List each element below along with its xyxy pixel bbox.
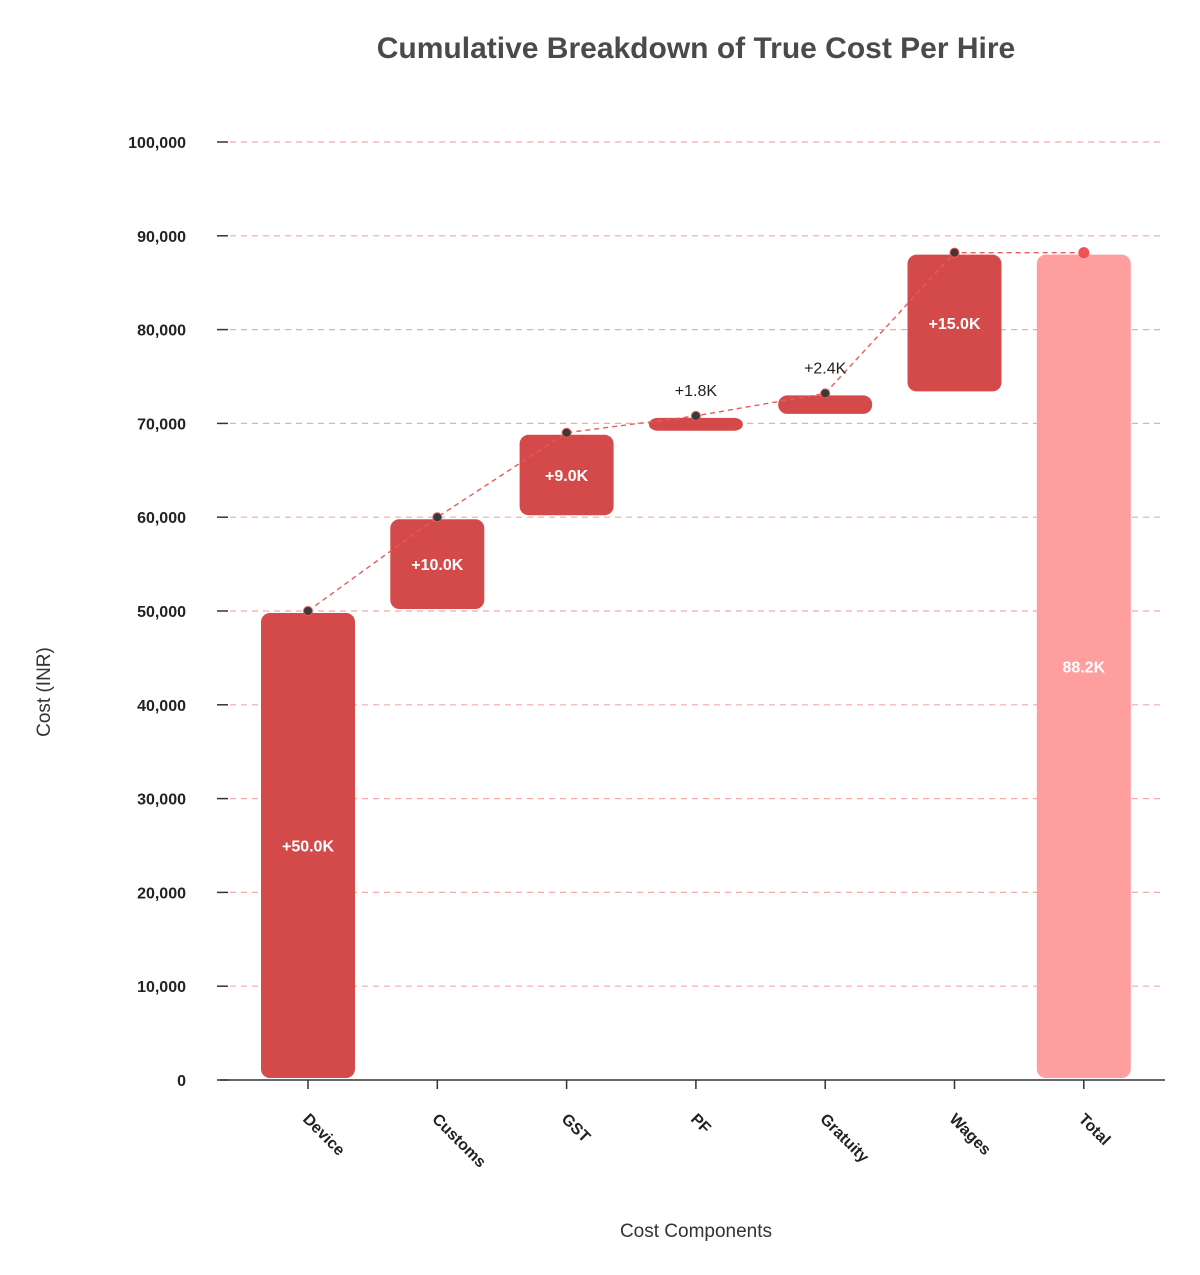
x-tick-label: Wages — [946, 1111, 994, 1159]
y-tick-label: 90,000 — [137, 229, 186, 246]
bar-pf — [648, 417, 743, 431]
x-tick-label: Customs — [428, 1111, 488, 1171]
cumulative-marker — [561, 427, 572, 438]
y-tick-label: 70,000 — [137, 416, 186, 433]
bars — [261, 254, 1131, 1078]
cumulative-marker — [690, 410, 701, 421]
bar-labels: +50.0K +10.0K +9.0K +1.8K +2.4K +15.0K 88.2K — [282, 316, 1106, 855]
bar-value-label: +1.8K — [675, 383, 718, 400]
cumulative-marker — [949, 247, 960, 258]
y-tick-label: 30,000 — [137, 792, 186, 809]
bar-gratuity — [778, 395, 873, 414]
x-tick-label: Total — [1075, 1111, 1113, 1149]
y-tick-label: 40,000 — [137, 698, 186, 715]
x-tick-label: GST — [558, 1111, 593, 1146]
y-tick-label: 80,000 — [137, 323, 186, 340]
bar-device — [261, 613, 355, 1078]
bar-customs — [390, 519, 485, 609]
x-tick-label: PF — [687, 1111, 714, 1138]
bar-value-label: +9.0K — [545, 468, 589, 485]
cumulative-marker — [432, 512, 443, 523]
bar-value-label: +10.0K — [411, 557, 463, 574]
y-tick-label: 50,000 — [137, 604, 186, 621]
cumulative-marker — [820, 388, 831, 399]
bar-wages — [907, 254, 1002, 392]
bar-value-label: +2.4K — [804, 360, 847, 377]
y-tick-label: 0 — [177, 1073, 186, 1090]
gridlines — [230, 141, 1165, 987]
x-tick-label: Gratuity — [816, 1111, 871, 1166]
x-axis-ticks: Device Customs GST PF Gratuity Wages Total — [299, 1080, 1113, 1171]
bar-value-label: +15.0K — [928, 316, 980, 333]
x-tick-label: Device — [299, 1111, 348, 1160]
y-tick-label: 100,000 — [128, 135, 186, 152]
y-tick-label: 10,000 — [137, 979, 186, 996]
x-axis-title: Cost Components — [620, 1221, 772, 1242]
y-tick-label: 60,000 — [137, 510, 186, 527]
bar-gst — [519, 434, 614, 516]
bar-value-label: +50.0K — [282, 839, 334, 856]
y-tick-label: 20,000 — [137, 885, 186, 902]
y-axis-ticks: 0 10,000 20,000 30,000 40,000 50,000 60,000 70,… — [128, 135, 228, 1090]
bar-value-label: 88.2K — [1062, 659, 1105, 676]
chart-title: Cumulative Breakdown of True Cost Per Hi… — [377, 32, 1015, 65]
y-axis-title: Cost (INR) — [34, 647, 55, 737]
cumulative-marker — [1078, 247, 1090, 259]
cumulative-marker — [303, 606, 313, 616]
connectors — [303, 247, 1090, 616]
bar-total — [1036, 254, 1131, 1078]
